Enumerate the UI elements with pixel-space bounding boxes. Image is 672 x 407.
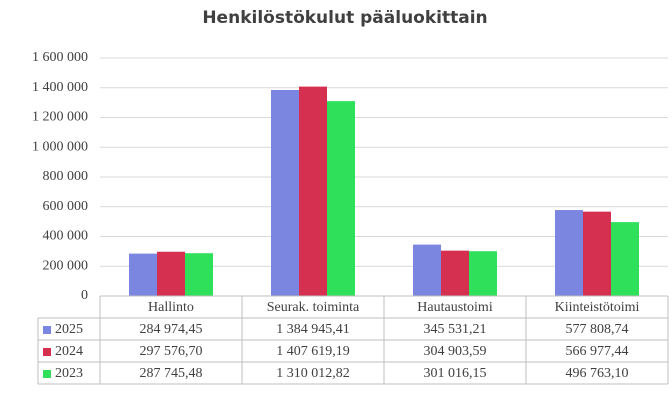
- legend-label: 2025: [55, 322, 83, 337]
- x-tick-label: Hautaustoimi: [417, 300, 493, 315]
- bar: [185, 253, 213, 296]
- bar: [327, 101, 355, 296]
- y-tick-label: 800 000: [43, 169, 89, 184]
- legend-key: [43, 370, 51, 378]
- legend-key: [43, 326, 51, 334]
- data-label: 301 016,15: [424, 366, 487, 381]
- bar: [469, 251, 497, 296]
- y-tick-label: 1 200 000: [32, 110, 88, 125]
- bar: [271, 89, 299, 296]
- x-tick-label: Seurak. toiminta: [267, 300, 360, 315]
- data-label: 496 763,10: [566, 366, 629, 381]
- bar: [413, 244, 441, 296]
- data-label: 345 531,21: [424, 322, 487, 337]
- y-tick-label: 200 000: [43, 258, 89, 273]
- data-label: 287 745,48: [140, 366, 203, 381]
- data-label: 297 576,70: [140, 344, 203, 359]
- data-label: 1 384 945,41: [276, 322, 350, 337]
- bar: [441, 250, 469, 296]
- y-tick-label: 1 400 000: [32, 80, 88, 95]
- data-label: 304 903,59: [424, 344, 487, 359]
- x-tick-label: Kiinteistötoimi: [555, 300, 640, 315]
- data-label: 566 977,44: [566, 344, 629, 359]
- data-label: 1 407 619,19: [276, 344, 350, 359]
- bar: [583, 211, 611, 296]
- bar: [555, 210, 583, 296]
- legend-label: 2023: [55, 366, 83, 381]
- data-label: 577 808,74: [566, 322, 629, 337]
- y-tick-label: 1 000 000: [32, 139, 88, 154]
- bar: [299, 86, 327, 297]
- bar: [129, 253, 157, 296]
- y-tick-label: 1 600 000: [32, 50, 88, 65]
- x-tick-label: Hallinto: [148, 300, 194, 315]
- bar: [157, 251, 185, 296]
- data-label: 284 974,45: [140, 322, 203, 337]
- bar: [611, 222, 639, 296]
- y-tick-label: 400 000: [43, 229, 89, 244]
- legend-label: 2024: [55, 344, 83, 359]
- legend-key: [43, 348, 51, 356]
- data-label: 1 310 012,82: [276, 366, 350, 381]
- chart-title: Henkilöstökulut pääluokittain: [202, 8, 487, 28]
- y-tick-label: 600 000: [43, 199, 89, 214]
- y-tick-label: 0: [81, 288, 88, 303]
